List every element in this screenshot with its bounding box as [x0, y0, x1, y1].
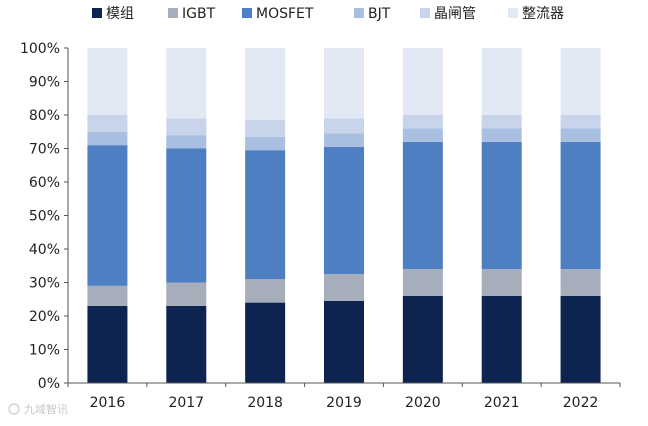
y-tick-label: 90% [29, 75, 60, 91]
bar-segment [402, 141, 443, 270]
x-axis-ticks: 2016 2017 2018 2019 2020 2021 2022 [67, 383, 621, 411]
bar-segment [402, 295, 443, 383]
legend-swatch [354, 8, 364, 18]
bar-segment [402, 128, 443, 142]
legend-label: BJT [368, 6, 391, 22]
bar-segment [402, 48, 443, 115]
legend-label: 晶闸管 [434, 6, 476, 22]
legend: 模组 IGBT MOSFET BJT 晶闸管 整流器 [92, 6, 564, 22]
x-tick-label: 2019 [326, 395, 362, 411]
legend-item: MOSFET [242, 6, 314, 22]
bar-segment [324, 300, 364, 383]
bar-segment [245, 150, 286, 280]
bar-segment [402, 115, 443, 129]
bar-segment [87, 305, 128, 383]
legend-swatch [92, 8, 102, 18]
bar-segment [481, 295, 522, 383]
legend-item: IGBT [168, 6, 216, 22]
bar-segment [481, 115, 522, 129]
watermark-logo-icon [8, 403, 20, 415]
bar-segment [166, 48, 207, 119]
bar-segment [324, 118, 364, 134]
y-tick-label: 40% [29, 242, 60, 258]
x-tick-label: 2021 [484, 395, 520, 411]
y-tick-label: 20% [29, 309, 60, 325]
bar-segment [481, 269, 522, 296]
bar-segment [166, 118, 207, 136]
legend-item: 模组 [92, 6, 134, 22]
legend-label: 整流器 [522, 6, 564, 22]
legend-swatch [420, 8, 430, 18]
y-axis-ticks: 0% 10% 20% 30% 40% 50% 60% 70% 80% 90% 100% [20, 41, 68, 392]
bar-segment [87, 145, 128, 286]
legend-swatch [168, 8, 178, 18]
legend-swatch [508, 8, 518, 18]
y-tick-label: 50% [29, 209, 60, 225]
x-tick-label: 2018 [247, 395, 283, 411]
bar-segment [87, 285, 128, 306]
bar-segment [324, 146, 364, 275]
legend-item: BJT [354, 6, 391, 22]
bar-segment [560, 295, 601, 383]
bar-segment [245, 120, 286, 137]
bar-segment [245, 302, 286, 383]
x-tick-label: 2020 [405, 395, 441, 411]
y-tick-label: 80% [29, 108, 60, 124]
y-tick-label: 100% [20, 41, 60, 57]
bar-segment [560, 128, 601, 142]
bar-segment [481, 141, 522, 270]
x-tick-label: 2016 [90, 395, 126, 411]
bar-segment [560, 141, 601, 270]
bar-segment [87, 48, 128, 115]
bar-segment [166, 282, 207, 306]
legend-item: 晶闸管 [420, 6, 476, 22]
bar-segment [324, 48, 364, 119]
bar-segment [324, 133, 364, 147]
bar-segment [324, 274, 364, 301]
bar-segment [87, 115, 128, 132]
plot-area [87, 48, 601, 383]
y-tick-label: 70% [29, 142, 60, 158]
x-tick-label: 2022 [563, 395, 599, 411]
bar-segment [402, 269, 443, 296]
bar-segment [560, 115, 601, 129]
watermark-text: 九域智讯 [24, 402, 68, 416]
bar-segment [166, 148, 207, 283]
legend-label: IGBT [182, 6, 216, 22]
bar-segment [481, 128, 522, 142]
y-tick-label: 0% [38, 376, 60, 392]
watermark: 九域智讯 [8, 402, 68, 416]
legend-swatch [242, 8, 252, 18]
bar-segment [481, 48, 522, 115]
bar-segment [560, 269, 601, 296]
legend-label: MOSFET [256, 6, 314, 22]
legend-item: 整流器 [508, 6, 564, 22]
bar-segment [245, 136, 286, 151]
bar-segment [245, 279, 286, 303]
y-tick-label: 10% [29, 343, 60, 359]
bar-segment [166, 135, 207, 149]
legend-label: 模组 [106, 6, 134, 22]
bar-segment [245, 48, 286, 121]
y-tick-label: 30% [29, 276, 60, 292]
bar-segment [560, 48, 601, 115]
y-tick-label: 60% [29, 175, 60, 191]
x-tick-label: 2017 [168, 395, 204, 411]
bar-segment [87, 131, 128, 146]
bar-segment [166, 305, 207, 383]
